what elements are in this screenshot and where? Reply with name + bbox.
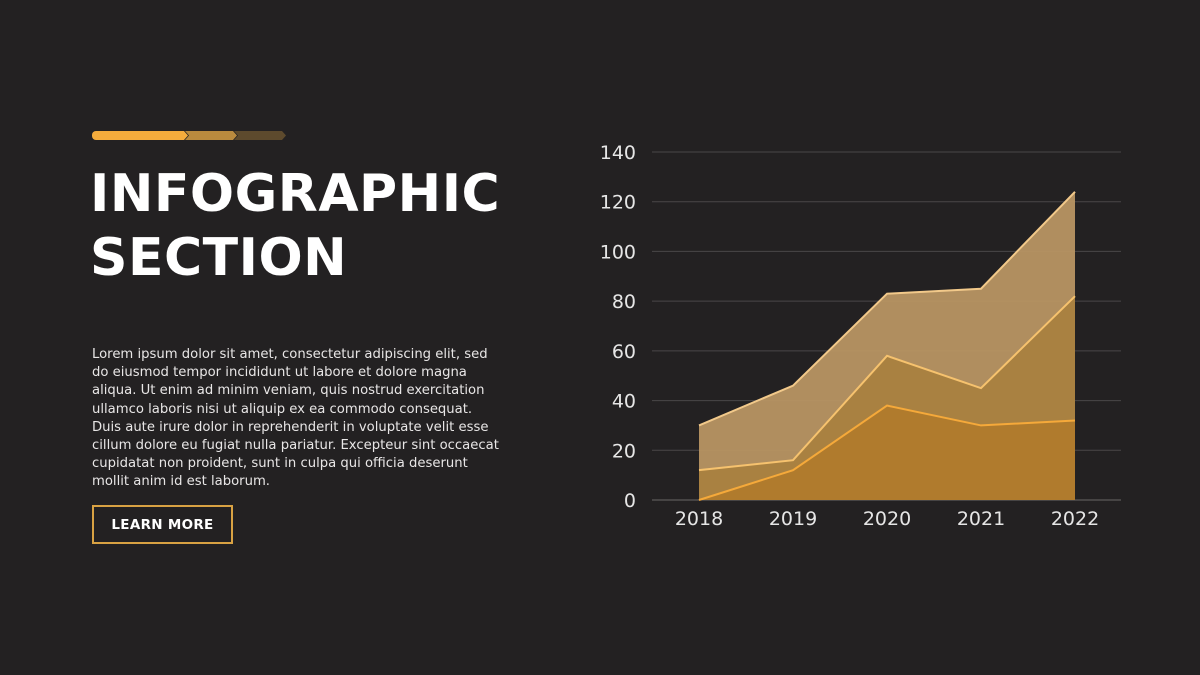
- body-paragraph: Lorem ipsum dolor sit amet, consectetur …: [92, 347, 499, 490]
- y-tick-label: 120: [600, 192, 636, 214]
- y-tick-label: 60: [612, 341, 636, 363]
- learn-more-button[interactable]: LEARN MORE: [92, 505, 233, 544]
- line-series-1: [698, 191, 1076, 427]
- x-tick-label: 2022: [1051, 508, 1099, 530]
- chart-svg: 0 20 40 60 80 100 120 140 2018 2019 2020 2021 2022: [600, 142, 1121, 530]
- line-series-3: [698, 404, 1076, 501]
- title-line-2: SECTION: [90, 228, 348, 288]
- y-tick-label: 0: [624, 490, 636, 512]
- accent-segment-2: [185, 131, 237, 140]
- y-tick-label: 20: [612, 440, 636, 462]
- y-tick-label: 40: [612, 391, 636, 413]
- x-tick-label: 2021: [957, 508, 1005, 530]
- page-title: INFOGRAPHIC SECTION: [90, 162, 550, 290]
- y-tick-label: 140: [600, 142, 636, 164]
- x-tick-label: 2020: [863, 508, 911, 530]
- line-series-2: [698, 295, 1076, 472]
- area-series-3: [699, 405, 1075, 500]
- y-tick-label: 80: [612, 291, 636, 313]
- accent-segment-1: [92, 131, 188, 140]
- area-chart: 0 20 40 60 80 100 120 140 2018 2019 2020 2021 2022: [580, 130, 1140, 540]
- title-line-1: INFOGRAPHIC: [90, 164, 501, 224]
- x-tick-label: 2018: [675, 508, 723, 530]
- x-tick-label: 2019: [769, 508, 817, 530]
- y-tick-label: 100: [600, 241, 636, 263]
- accent-segment-3: [234, 131, 286, 140]
